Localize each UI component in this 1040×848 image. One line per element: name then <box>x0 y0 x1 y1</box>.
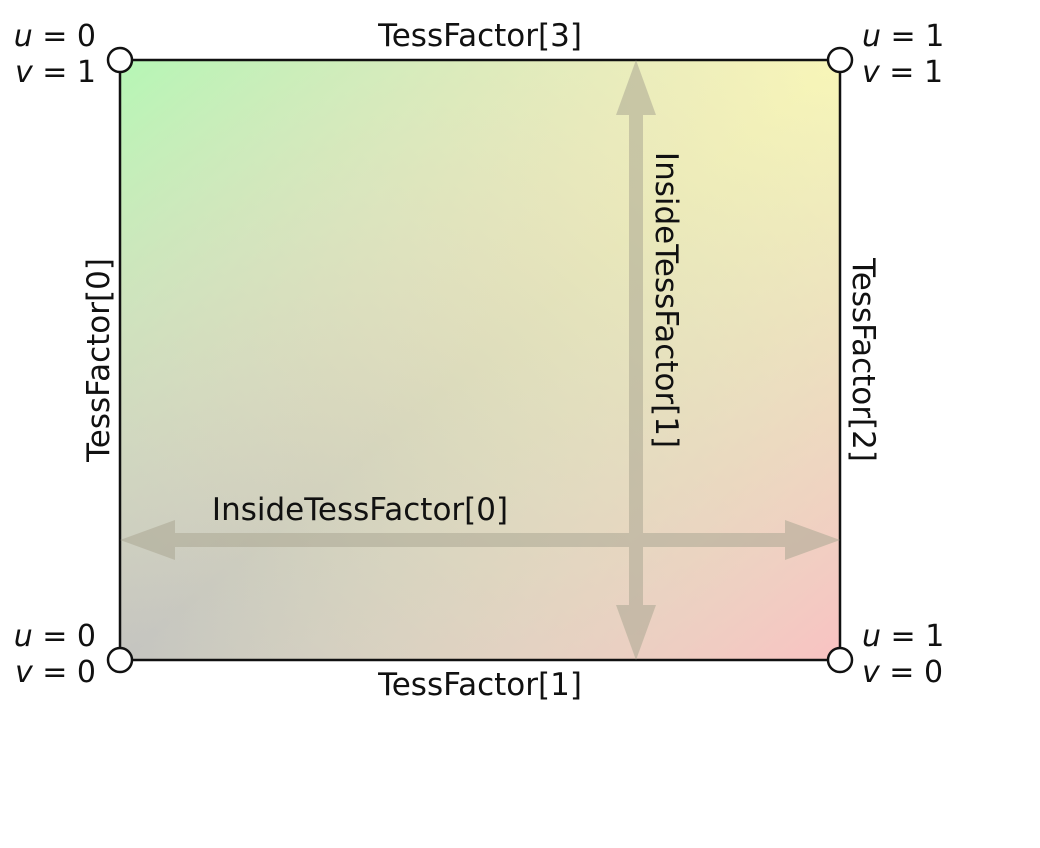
arrowhead-left-icon <box>120 520 175 560</box>
inside-label-vertical: InsideTessFactor[1] <box>648 152 684 448</box>
corner-bottom-right-u: u = 1 <box>862 619 944 654</box>
edge-label-bottom: TessFactor[1] <box>377 667 582 703</box>
corner-top-left-v: v = 1 <box>15 55 96 90</box>
edge-label-left: TessFactor[0] <box>81 258 117 463</box>
corner-bottom-right-v: v = 0 <box>862 655 943 690</box>
edge-label-top: TessFactor[3] <box>377 18 582 54</box>
patch-fill <box>120 60 840 660</box>
corner-top-right-v: v = 1 <box>862 55 943 90</box>
patch-border <box>118 58 842 662</box>
vertex-bottom-left <box>106 646 134 674</box>
edge-label-right: TessFactor[2] <box>845 257 881 462</box>
arrowhead-up-icon <box>616 60 656 115</box>
corner-vertices <box>106 46 854 674</box>
corner-bottom-left-v: v = 0 <box>15 655 96 690</box>
vertex-top-left <box>106 46 134 74</box>
arrowhead-down-icon <box>616 605 656 660</box>
vertex-top-right <box>826 46 854 74</box>
vertex-bottom-right <box>826 646 854 674</box>
corner-bottom-left-u: u = 0 <box>14 619 96 654</box>
corner-top-right-u: u = 1 <box>862 19 944 54</box>
arrowhead-right-icon <box>785 520 840 560</box>
corner-top-left-u: u = 0 <box>14 19 96 54</box>
inside-label-horizontal: InsideTessFactor[0] <box>212 492 508 528</box>
inside-arrows <box>120 60 840 660</box>
